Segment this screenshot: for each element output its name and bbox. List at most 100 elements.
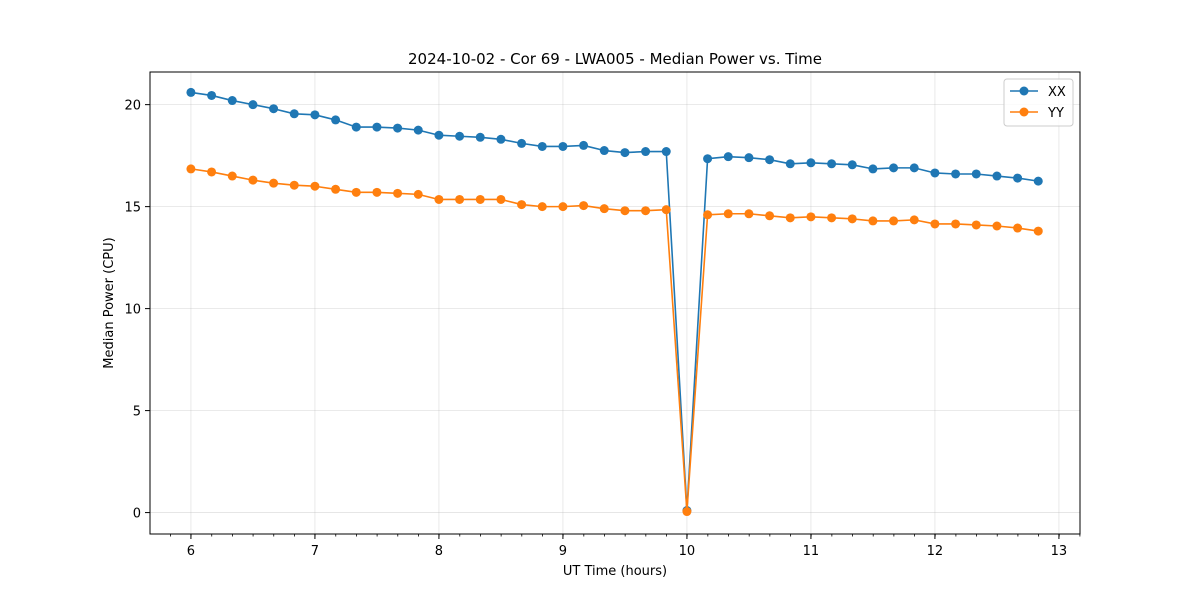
data-point-xx: [951, 169, 961, 179]
data-point-yy: [289, 180, 299, 190]
data-point-xx: [496, 134, 506, 144]
data-point-yy: [889, 216, 899, 226]
series-group: [186, 87, 1043, 517]
x-tick-label: 6: [187, 544, 195, 559]
data-point-yy: [1013, 223, 1023, 233]
data-point-xx: [186, 87, 196, 97]
legend-label-yy: YY: [1047, 106, 1064, 121]
data-point-xx: [413, 125, 423, 135]
data-point-xx: [971, 169, 981, 179]
data-point-xx: [248, 100, 258, 110]
data-point-yy: [413, 189, 423, 199]
data-point-xx: [331, 115, 341, 125]
legend-marker-xx: [1019, 86, 1029, 96]
data-point-xx: [517, 138, 527, 148]
data-point-xx: [765, 155, 775, 165]
data-point-xx: [847, 160, 857, 170]
data-point-yy: [537, 202, 547, 212]
y-tick-label: 10: [124, 303, 141, 318]
data-point-yy: [1033, 226, 1043, 236]
data-point-xx: [372, 122, 382, 132]
data-point-yy: [951, 219, 961, 229]
axis-ticks: 6 7 8 9 10 11 12 13 0 5 10 15 20: [124, 99, 1081, 559]
data-point-xx: [227, 96, 237, 106]
data-point-xx: [723, 152, 733, 162]
legend-marker-yy: [1019, 107, 1029, 117]
data-point-yy: [455, 194, 465, 204]
data-point-yy: [827, 213, 837, 223]
data-point-yy: [723, 209, 733, 219]
data-point-yy: [207, 167, 217, 177]
y-axis-label: Median Power (CPU): [102, 237, 117, 368]
data-point-yy: [269, 178, 279, 188]
data-point-xx: [620, 148, 630, 158]
data-point-xx: [992, 171, 1002, 181]
grid: [150, 72, 1080, 534]
data-point-yy: [785, 213, 795, 223]
data-point-xx: [827, 159, 837, 169]
data-point-xx: [475, 132, 485, 142]
data-point-yy: [496, 194, 506, 204]
y-tick-label: 0: [133, 507, 141, 522]
x-tick-label: 9: [559, 544, 567, 559]
data-point-xx: [1033, 176, 1043, 186]
data-point-yy: [331, 184, 341, 194]
x-tick-label: 8: [435, 544, 443, 559]
data-point-yy: [806, 212, 816, 222]
data-point-yy: [310, 181, 320, 191]
data-point-yy: [434, 194, 444, 204]
data-point-xx: [289, 109, 299, 119]
data-point-yy: [868, 216, 878, 226]
data-point-xx: [207, 90, 217, 100]
data-point-yy: [682, 507, 692, 517]
y-tick-label: 5: [133, 405, 141, 420]
data-point-yy: [227, 171, 237, 181]
data-point-yy: [971, 220, 981, 230]
data-point-xx: [889, 163, 899, 173]
data-point-xx: [661, 147, 671, 157]
data-point-yy: [475, 194, 485, 204]
y-tick-label: 20: [124, 99, 141, 114]
data-point-xx: [455, 131, 465, 141]
chart-title: 2024-10-02 - Cor 69 - LWA005 - Median Po…: [408, 50, 822, 68]
x-tick-label: 7: [311, 544, 319, 559]
data-point-xx: [351, 122, 361, 132]
data-point-yy: [351, 187, 361, 197]
x-tick-label: 11: [803, 544, 820, 559]
data-point-xx: [1013, 173, 1023, 183]
data-point-yy: [599, 204, 609, 214]
data-point-xx: [537, 141, 547, 151]
x-tick-label: 13: [1051, 544, 1068, 559]
legend: XX YY: [1003, 78, 1074, 127]
data-point-xx: [744, 153, 754, 163]
data-point-xx: [558, 141, 568, 151]
data-point-xx: [868, 164, 878, 174]
data-point-yy: [930, 219, 940, 229]
data-point-yy: [744, 209, 754, 219]
data-point-xx: [909, 163, 919, 173]
data-point-xx: [806, 158, 816, 168]
data-point-xx: [930, 168, 940, 178]
data-point-xx: [599, 146, 609, 156]
data-point-yy: [765, 211, 775, 221]
data-point-yy: [992, 221, 1002, 231]
data-point-xx: [785, 159, 795, 169]
data-point-yy: [558, 202, 568, 212]
data-point-xx: [393, 123, 403, 133]
data-point-yy: [641, 206, 651, 216]
data-point-yy: [517, 200, 527, 210]
data-point-xx: [641, 147, 651, 157]
plot-frame: [149, 71, 1081, 535]
data-point-xx: [579, 140, 589, 150]
x-axis-label: UT Time (hours): [563, 564, 667, 579]
data-point-yy: [661, 205, 671, 215]
data-point-yy: [847, 214, 857, 224]
data-point-xx: [434, 130, 444, 140]
data-point-yy: [393, 188, 403, 198]
data-point-yy: [703, 210, 713, 220]
data-point-yy: [186, 164, 196, 174]
data-point-yy: [620, 206, 630, 216]
data-point-yy: [909, 215, 919, 225]
